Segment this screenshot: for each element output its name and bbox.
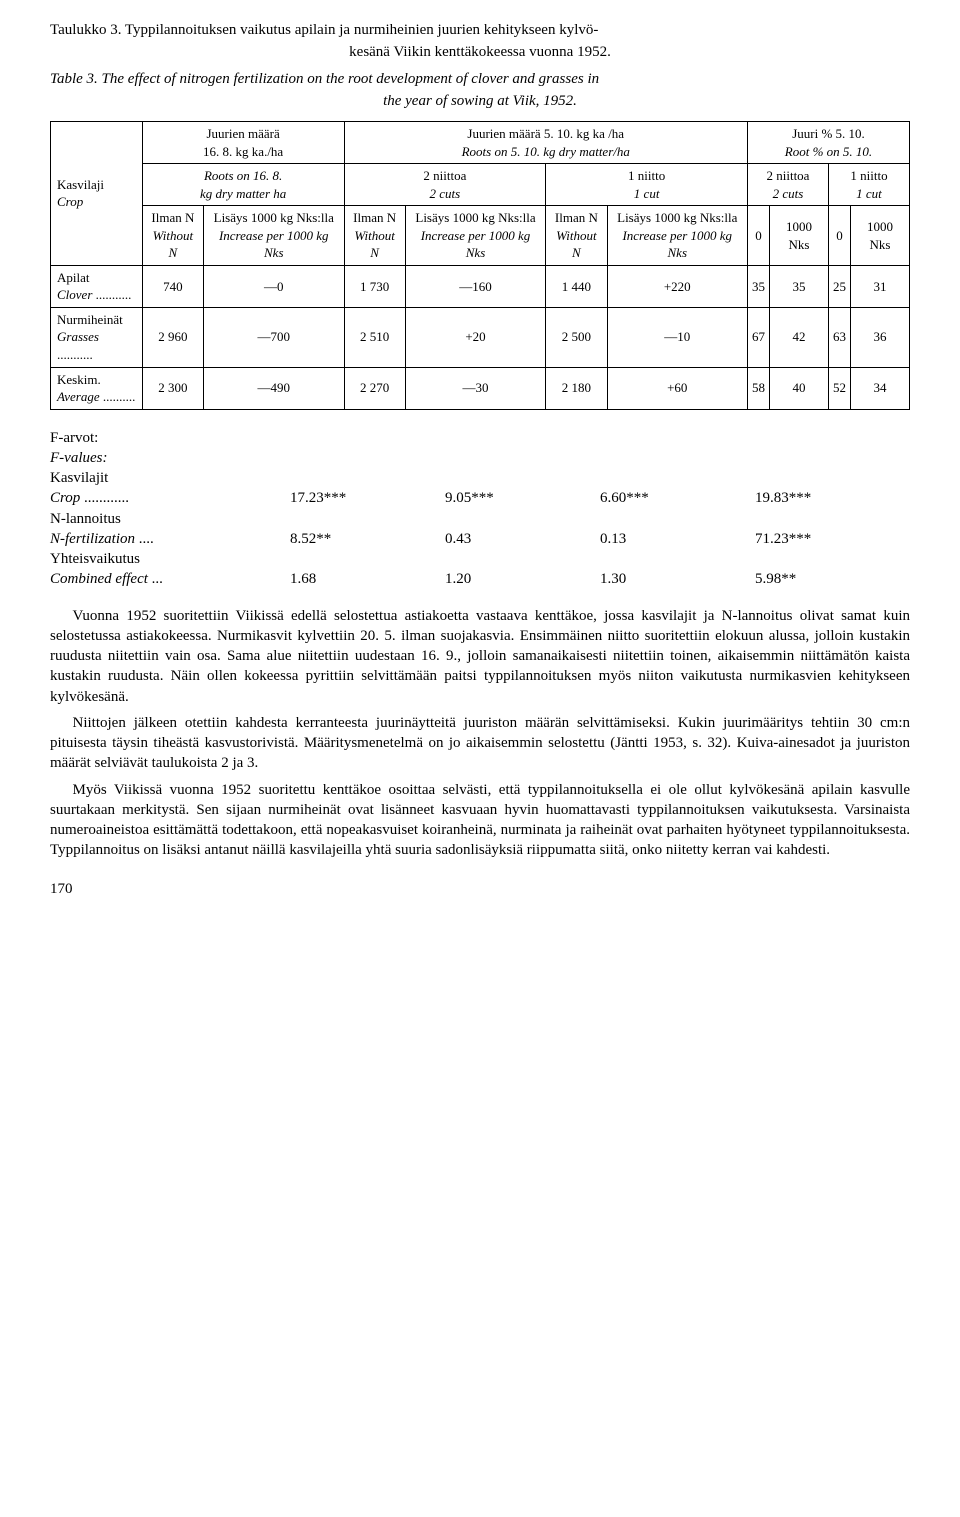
page-number: 170 <box>50 879 910 899</box>
col-ilman-n-3: Ilman N Without N <box>546 206 607 266</box>
f-arvot-label: F-arvot: <box>50 428 910 448</box>
row-label-clover: Apilat Clover ........... <box>51 265 143 307</box>
table-row: Apilat Clover ........... 740 —0 1 730 —… <box>51 265 910 307</box>
col-2niittoa-b: 2 niittoa 2 cuts <box>748 164 829 206</box>
table-caption: Taulukko 3. Typpilannoituksen vaikutus a… <box>50 20 910 111</box>
header-row-2: Roots on 16. 8. kg dry matter ha 2 niitt… <box>51 164 910 206</box>
table-row: Nurmiheinät Grasses ........... 2 960 —7… <box>51 307 910 367</box>
table-row: Keskim. Average .......... 2 300 —490 2 … <box>51 367 910 409</box>
caption-line1: Taulukko 3. Typpilannoituksen vaikutus a… <box>50 20 910 40</box>
col-zero-2: 0 <box>828 206 850 266</box>
row-label-grasses: Nurmiheinät Grasses ........... <box>51 307 143 367</box>
col-zero-1: 0 <box>748 206 770 266</box>
f-values-label: F-values: <box>50 448 910 468</box>
f-kasvilajit-label: Kasvilajit <box>50 468 910 488</box>
data-table: Kasvilaji Crop Juurien määrä 16. 8. kg k… <box>50 121 910 410</box>
paragraph-1: Vuonna 1952 suoritettiin Viikissä edellä… <box>50 606 910 707</box>
col-lisays-1: Lisäys 1000 kg Nks:lla Increase per 1000… <box>204 206 345 266</box>
col-nks-1: 1000 Nks <box>770 206 829 266</box>
f-yhteis-label: Yhteisvaikutus <box>50 549 910 569</box>
f-nlannoitus-label: N-lannoitus <box>50 509 910 529</box>
col-ilman-n-1: Ilman N Without N <box>142 206 203 266</box>
col-lisays-3: Lisäys 1000 kg Nks:lla Increase per 1000… <box>607 206 748 266</box>
f-values-block: F-arvot: F-values: Kasvilajit Crop .....… <box>50 428 910 590</box>
paragraph-2: Niittojen jälkeen otettiin kahdesta kerr… <box>50 713 910 774</box>
col-1niitto-b: 1 niitto 1 cut <box>828 164 909 206</box>
col-nks-2: 1000 Nks <box>850 206 909 266</box>
caption-line2: kesänä Viikin kenttäkokeessa vuonna 1952… <box>50 42 910 62</box>
col-juurien-510: Juurien määrä 5. 10. kg ka /ha Roots on … <box>344 122 748 164</box>
col-ilman-n-2: Ilman N Without N <box>344 206 405 266</box>
col-1niitto-a: 1 niitto 1 cut <box>546 164 748 206</box>
f-row-combined: Combined effect ... 1.68 1.20 1.30 5.98*… <box>50 569 910 589</box>
row-label-average: Keskim. Average .......... <box>51 367 143 409</box>
paragraph-3: Myös Viikissä vuonna 1952 suoritettu ken… <box>50 780 910 861</box>
caption-line3: Table 3. The effect of nitrogen fertiliz… <box>50 69 910 89</box>
col-2niittoa-a: 2 niittoa 2 cuts <box>344 164 546 206</box>
col-kasvilaji: Kasvilaji Crop <box>51 122 143 266</box>
col-roots-on: Roots on 16. 8. kg dry matter ha <box>142 164 344 206</box>
col-lisays-2: Lisäys 1000 kg Nks:lla Increase per 1000… <box>405 206 546 266</box>
caption-line4: the year of sowing at Viik, 1952. <box>50 91 910 111</box>
f-row-crop: Crop ............ 17.23*** 9.05*** 6.60*… <box>50 488 910 508</box>
f-row-nfert: N-fertilization .... 8.52** 0.43 0.13 71… <box>50 529 910 549</box>
col-juuri-pct: Juuri % 5. 10. Root % on 5. 10. <box>748 122 910 164</box>
col-juurien-maara: Juurien määrä 16. 8. kg ka./ha <box>142 122 344 164</box>
header-row-1: Kasvilaji Crop Juurien määrä 16. 8. kg k… <box>51 122 910 164</box>
